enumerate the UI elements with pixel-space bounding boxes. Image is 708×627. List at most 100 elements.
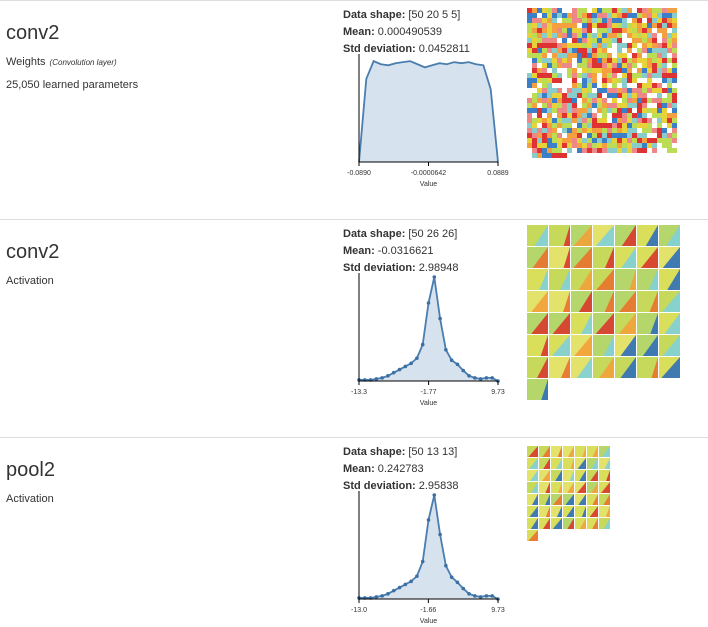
weight-pixel bbox=[612, 33, 617, 38]
weight-pixel bbox=[672, 43, 677, 48]
weight-pixel bbox=[572, 18, 577, 23]
weight-pixel bbox=[662, 93, 667, 98]
weight-pixel bbox=[637, 53, 642, 58]
weight-pixel bbox=[627, 143, 632, 148]
weight-pixel bbox=[642, 78, 647, 83]
weight-pixel bbox=[532, 28, 537, 33]
weight-pixel bbox=[527, 43, 532, 48]
weight-pixel bbox=[667, 78, 672, 83]
weight-pixel bbox=[587, 148, 592, 153]
weight-pixel bbox=[592, 63, 597, 68]
weight-pixel bbox=[662, 48, 667, 53]
activation-thumb bbox=[539, 518, 550, 529]
weight-pixel bbox=[547, 103, 552, 108]
x-tick-label: -0.0000642 bbox=[411, 170, 447, 177]
weight-pixel bbox=[612, 108, 617, 113]
weight-pixel bbox=[527, 13, 532, 18]
weight-pixel bbox=[657, 13, 662, 18]
activation-thumb bbox=[539, 494, 550, 505]
weight-pixel bbox=[622, 88, 627, 93]
weight-pixel bbox=[672, 58, 677, 63]
weight-pixel bbox=[552, 93, 557, 98]
weight-pixel bbox=[582, 133, 587, 138]
weight-pixel bbox=[542, 143, 547, 148]
weight-pixel bbox=[582, 53, 587, 58]
activation-feature bbox=[560, 357, 570, 378]
weight-pixel bbox=[572, 128, 577, 133]
activation-thumb bbox=[563, 446, 574, 457]
activation-thumb bbox=[549, 247, 570, 268]
weight-pixel bbox=[627, 98, 632, 103]
weight-pixel bbox=[672, 13, 677, 18]
weight-pixel bbox=[557, 113, 562, 118]
weight-pixel bbox=[672, 148, 677, 153]
weight-pixel bbox=[612, 48, 617, 53]
weight-pixel bbox=[652, 133, 657, 138]
weight-pixel bbox=[557, 43, 562, 48]
weight-pixel bbox=[592, 138, 597, 143]
weight-pixel bbox=[602, 123, 607, 128]
activation-feature bbox=[621, 247, 636, 268]
weight-pixel bbox=[542, 68, 547, 73]
weight-pixel bbox=[547, 23, 552, 28]
weight-pixel bbox=[657, 8, 662, 13]
activation-feature bbox=[666, 225, 680, 246]
activation-feature bbox=[542, 518, 550, 529]
weight-pixel bbox=[527, 103, 532, 108]
weight-pixel bbox=[672, 83, 677, 88]
weight-pixel bbox=[587, 43, 592, 48]
weight-pixel bbox=[642, 58, 647, 63]
weight-pixel bbox=[642, 53, 647, 58]
weight-pixel bbox=[607, 43, 612, 48]
x-axis-label: Value bbox=[420, 618, 437, 625]
activation-feature bbox=[573, 225, 592, 246]
activation-thumb bbox=[539, 482, 550, 493]
weight-pixel bbox=[622, 123, 627, 128]
weight-pixel bbox=[587, 98, 592, 103]
weight-pixel bbox=[562, 63, 567, 68]
weight-pixel bbox=[652, 98, 657, 103]
stat-line: Mean: -0.0316621 bbox=[343, 245, 433, 257]
weight-pixel bbox=[557, 103, 562, 108]
weight-pixel bbox=[662, 143, 667, 148]
weight-pixel bbox=[597, 93, 602, 98]
weight-pixel bbox=[632, 28, 637, 33]
activation-feature bbox=[542, 470, 550, 481]
histogram-point bbox=[438, 532, 442, 537]
histogram-point bbox=[391, 370, 396, 375]
weight-pixel bbox=[557, 83, 562, 88]
activation-feature bbox=[530, 518, 538, 529]
weight-pixel bbox=[612, 38, 617, 43]
weight-pixel bbox=[617, 63, 622, 68]
weight-pixel bbox=[597, 138, 602, 143]
weight-pixel bbox=[582, 68, 587, 73]
weight-pixel bbox=[527, 133, 532, 138]
activation-feature bbox=[560, 269, 570, 290]
x-tick-label: 9.73 bbox=[491, 389, 505, 396]
weight-pixel bbox=[617, 128, 622, 133]
activation-feature bbox=[555, 470, 562, 481]
weight-pixel bbox=[602, 28, 607, 33]
activation-feature bbox=[595, 225, 614, 246]
weight-pixel bbox=[552, 38, 557, 43]
weight-pixel bbox=[632, 118, 637, 123]
weight-pixel bbox=[527, 73, 532, 78]
weight-pixel bbox=[532, 38, 537, 43]
weight-pixel bbox=[592, 83, 597, 88]
activation-feature bbox=[645, 225, 658, 246]
weight-pixel bbox=[562, 113, 567, 118]
weight-pixel bbox=[572, 28, 577, 33]
weight-pixel bbox=[612, 83, 617, 88]
stat-label: Data shape: bbox=[343, 228, 405, 240]
weight-pixel bbox=[572, 83, 577, 88]
weight-pixel bbox=[572, 138, 577, 143]
layer-kind: Activation bbox=[6, 275, 54, 287]
weight-pixel bbox=[602, 118, 607, 123]
weight-pixel bbox=[592, 118, 597, 123]
weight-pixel bbox=[582, 78, 587, 83]
weight-pixel bbox=[572, 38, 577, 43]
activation-thumb bbox=[527, 446, 538, 457]
weight-pixel bbox=[552, 63, 557, 68]
weight-pixel bbox=[647, 138, 652, 143]
weight-pixel bbox=[562, 133, 567, 138]
